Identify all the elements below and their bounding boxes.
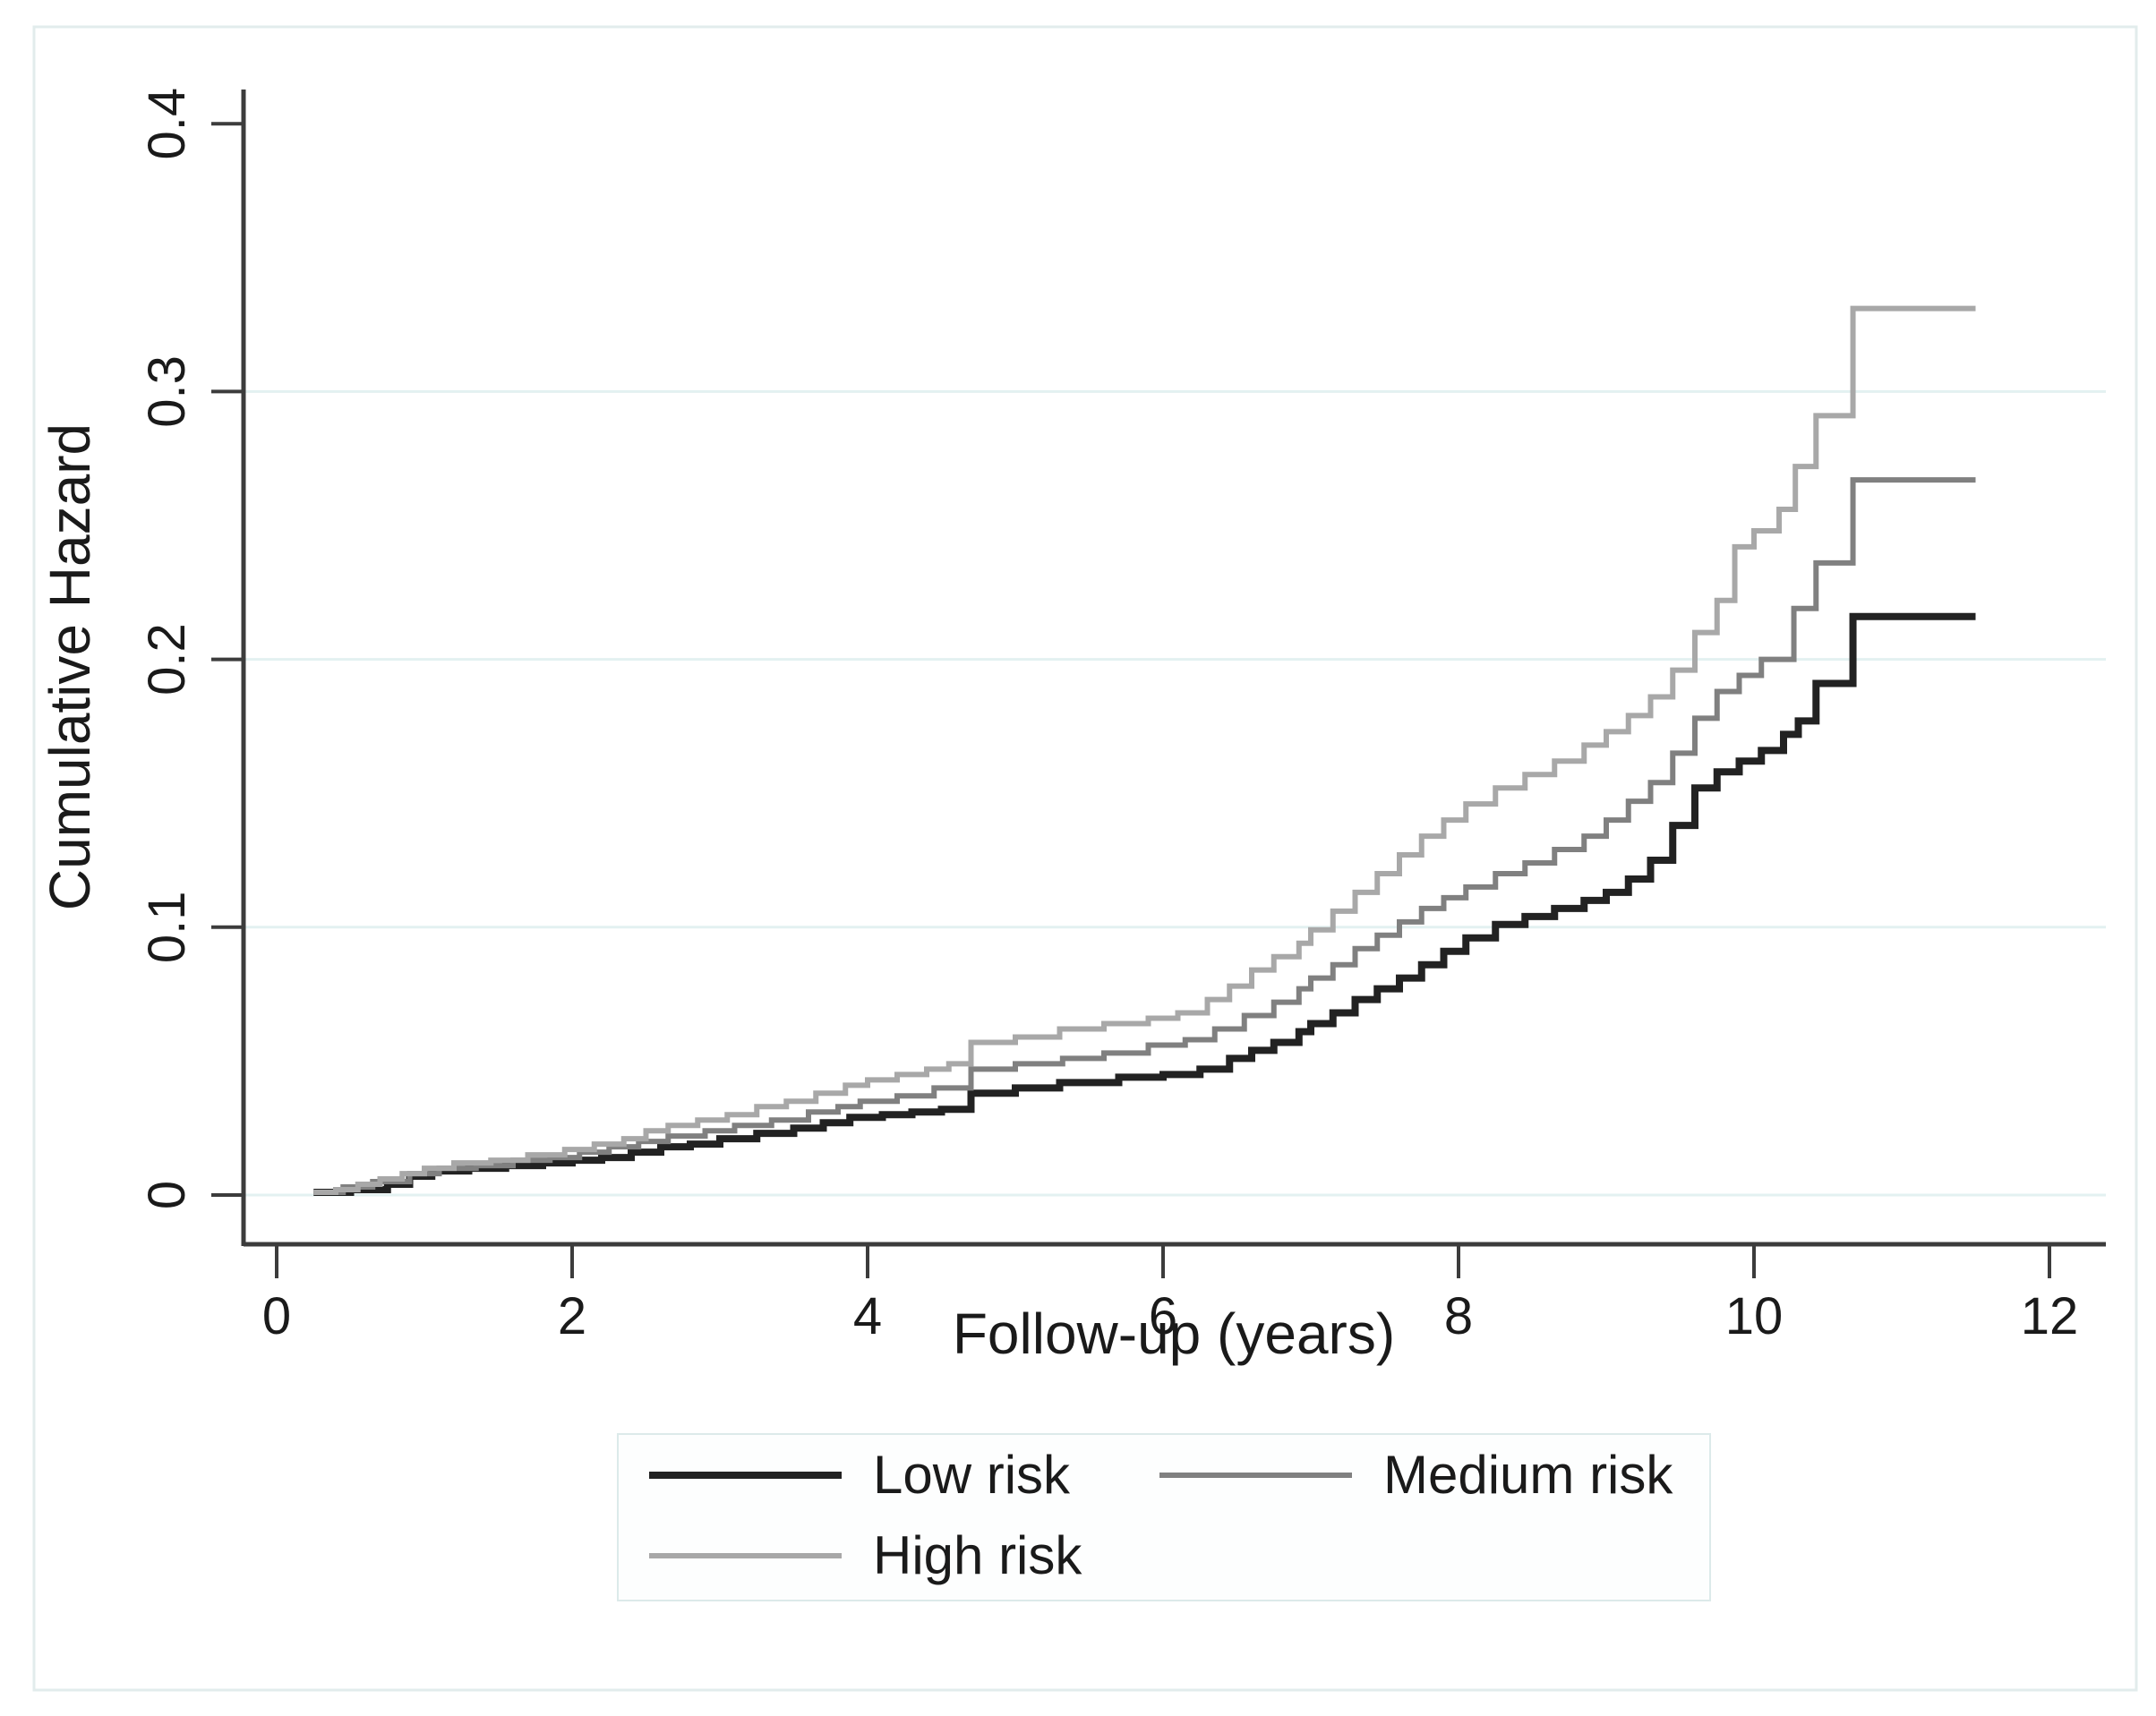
y-tick-label-0: 0 [138, 1181, 196, 1209]
y-tick-label-0.3: 0.3 [138, 355, 196, 428]
x-tick-label-0: 0 [262, 1287, 291, 1345]
medium-risk-legend-label: Medium risk [1383, 1445, 1673, 1505]
x-tick-label-8: 8 [1444, 1287, 1473, 1345]
y-tick-label-0.4: 0.4 [138, 88, 196, 160]
legend: Low risk Medium risk High risk [617, 1433, 1711, 1601]
y-axis-title: Cumulative Hazard [38, 423, 102, 910]
legend-items: Low risk Medium risk High risk [649, 1445, 1673, 1585]
x-axis-ticks: 0 2 4 6 8 10 12 [262, 1244, 2078, 1345]
legend-item-medium-risk: Medium risk [1159, 1445, 1673, 1505]
x-axis-title: Follow-up (years) [953, 1302, 1395, 1366]
low-risk-curve [313, 612, 1976, 1197]
high-risk-legend-label: High risk [873, 1525, 1082, 1585]
medium-risk-curve [313, 477, 1976, 1196]
x-tick-label-12: 12 [2021, 1287, 2079, 1345]
x-tick-label-2: 2 [558, 1287, 586, 1345]
legend-box [617, 1433, 1711, 1601]
y-axis-ticks: 0 0.1 0.2 0.3 0.4 [138, 88, 244, 1209]
x-tick-label-4: 4 [853, 1287, 882, 1345]
y-tick-label-0.2: 0.2 [138, 623, 196, 696]
axes [241, 90, 2106, 1247]
x-tick-label-6: 6 [1149, 1287, 1177, 1345]
low-risk-legend-label: Low risk [873, 1445, 1071, 1505]
x-tick-label-10: 10 [1725, 1287, 1784, 1345]
hazard-curves [313, 305, 1976, 1197]
legend-item-low-risk: Low risk [649, 1445, 1071, 1505]
legend-item-high-risk: High risk [649, 1525, 1082, 1585]
y-tick-label-0.1: 0.1 [138, 891, 196, 963]
high-risk-curve [313, 305, 1976, 1196]
figure-border [32, 25, 2138, 1692]
